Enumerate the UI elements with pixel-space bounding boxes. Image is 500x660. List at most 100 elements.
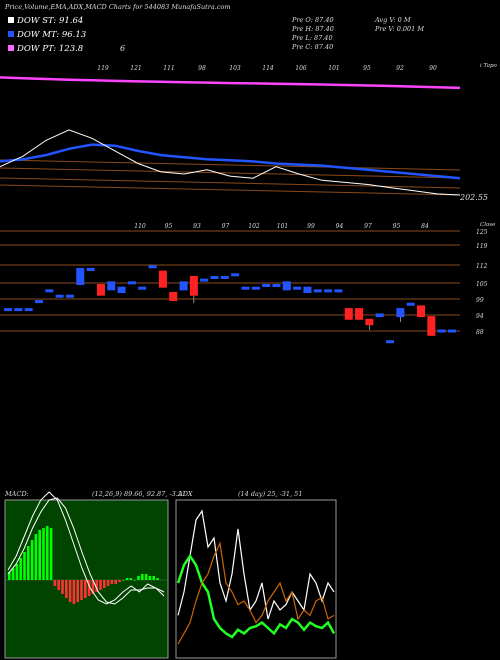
ema-band-line bbox=[0, 184, 461, 196]
macd-hist-bar bbox=[38, 530, 41, 580]
price-corner-label: Close bbox=[480, 222, 496, 228]
price-candle-body bbox=[417, 305, 426, 318]
macd-hist-bar bbox=[57, 580, 60, 590]
price-top-label: 102 bbox=[248, 223, 260, 230]
ohlc-low: Pre L: 87.40 bbox=[292, 34, 333, 42]
price-candle-body bbox=[406, 302, 415, 306]
price-candle-body bbox=[324, 289, 333, 293]
ohlc-open: Pre O: 87.40 bbox=[292, 16, 334, 24]
price-candle-body bbox=[365, 318, 374, 326]
ohlc-close: Pre C: 87.40 bbox=[292, 43, 334, 51]
legend-dow-st: DOW ST: 91.64 bbox=[8, 16, 83, 26]
price-candle-body bbox=[107, 281, 116, 291]
macd-hist-bar bbox=[87, 580, 91, 596]
ema-top-label: 119 bbox=[97, 65, 109, 72]
macd-hist-bar bbox=[76, 580, 79, 602]
ema-top-label: 106 bbox=[295, 65, 307, 72]
price-candle-body bbox=[127, 281, 136, 285]
macd-hist-bar bbox=[152, 576, 155, 580]
adx-line bbox=[177, 509, 335, 620]
legend-label: DOW PT: 123.8 bbox=[17, 44, 84, 54]
price-candle-body bbox=[169, 292, 178, 302]
legend-count: 6 bbox=[120, 44, 126, 53]
legend-dow-mt: DOW MT: 96.13 bbox=[8, 30, 86, 40]
macd-hist-bar bbox=[68, 580, 72, 602]
adx-params: (14 day) 25, -31, 51 bbox=[238, 490, 303, 498]
price-top-label: 94 bbox=[336, 223, 344, 230]
price-candle-body bbox=[241, 286, 250, 290]
macd-params: (12,26,9) 89.66, 92.87, -3.21 bbox=[92, 490, 187, 498]
ema-top-label: 103 bbox=[229, 65, 241, 72]
chart-title: Price,Volume,EMA,ADX,MACD Charts for 544… bbox=[5, 3, 231, 11]
price-candle-body bbox=[282, 281, 291, 291]
price-candle-body bbox=[65, 294, 74, 298]
ema-corner-label: i Tapo bbox=[480, 63, 497, 69]
legend-label: DOW ST: 91.64 bbox=[17, 16, 84, 26]
macd-hist-bar bbox=[99, 580, 102, 590]
price-candle-body bbox=[76, 267, 85, 286]
macd-hist-bar bbox=[103, 580, 106, 588]
ohlc-pre-volume: Pre V: 0.001 M bbox=[375, 25, 425, 33]
macd-line bbox=[7, 491, 165, 605]
price-candle-body bbox=[200, 278, 209, 282]
price-candle-body bbox=[14, 308, 23, 312]
macd-signal-line bbox=[7, 497, 165, 605]
price-candle-body bbox=[386, 340, 395, 344]
legend-swatch-icon bbox=[8, 45, 14, 51]
macd-hist-bar bbox=[19, 558, 22, 580]
price-top-label: 110 bbox=[134, 223, 146, 230]
ema-series-line bbox=[0, 76, 461, 90]
price-candle-body bbox=[272, 284, 281, 288]
macd-hist-bar bbox=[65, 580, 68, 598]
ema-right-label: 202.55 bbox=[460, 193, 488, 202]
price-tick-label: 125 bbox=[476, 229, 488, 236]
price-candle-body bbox=[303, 286, 312, 294]
ema-band-line bbox=[0, 159, 461, 171]
price-candle-body bbox=[210, 275, 219, 279]
price-candle-body bbox=[96, 284, 105, 296]
price-top-label: 101 bbox=[277, 223, 288, 230]
ema-band-line bbox=[0, 167, 461, 179]
ema-top-label: 98 bbox=[198, 65, 206, 72]
macd-hist-bar bbox=[118, 580, 121, 582]
macd-hist-bar bbox=[114, 580, 117, 584]
adx-minus-di-line bbox=[177, 541, 335, 645]
macd-hist-bar bbox=[144, 574, 148, 580]
ohlc-high: Pre H: 87.40 bbox=[292, 25, 334, 33]
price-tick-label: 88 bbox=[476, 329, 484, 336]
price-candle-body bbox=[34, 300, 43, 304]
price-tick-label: 99 bbox=[476, 297, 484, 304]
price-top-label: 99 bbox=[307, 223, 315, 230]
macd-hist-bar bbox=[46, 526, 49, 580]
ema-top-label: 121 bbox=[130, 65, 141, 72]
price-tick-label: 112 bbox=[476, 263, 488, 270]
macd-hist-bar bbox=[61, 580, 64, 594]
macd-hist-bar bbox=[15, 564, 19, 580]
ema-series-line bbox=[0, 129, 461, 196]
price-candle-body bbox=[334, 289, 343, 293]
adx-label: ADX bbox=[178, 490, 193, 498]
macd-hist-bar bbox=[49, 528, 53, 580]
legend-dow-pt: DOW PT: 123.8 bbox=[8, 44, 83, 54]
price-candle-body bbox=[344, 308, 353, 320]
price-candle-body bbox=[355, 308, 364, 320]
ema-top-label: 114 bbox=[262, 65, 274, 72]
price-top-label: 95 bbox=[165, 223, 173, 230]
adx-plus-di-line bbox=[176, 553, 336, 639]
price-candle-body bbox=[251, 286, 260, 290]
price-candle-body bbox=[24, 308, 33, 312]
ema-series-line bbox=[0, 143, 461, 180]
price-candle-body bbox=[55, 294, 64, 298]
ema-top-label: 95 bbox=[363, 65, 371, 72]
legend-label: DOW MT: 96.13 bbox=[17, 30, 87, 40]
price-candle-body bbox=[45, 289, 54, 293]
price-candle-body bbox=[262, 284, 271, 288]
legend-swatch-icon bbox=[8, 17, 14, 23]
macd-hist-bar bbox=[27, 546, 30, 580]
price-top-label: 95 bbox=[393, 223, 401, 230]
price-candle-body bbox=[4, 308, 12, 312]
price-tick-label: 94 bbox=[476, 313, 484, 320]
ema-top-label: 92 bbox=[396, 65, 404, 72]
price-candle-body bbox=[427, 316, 436, 336]
